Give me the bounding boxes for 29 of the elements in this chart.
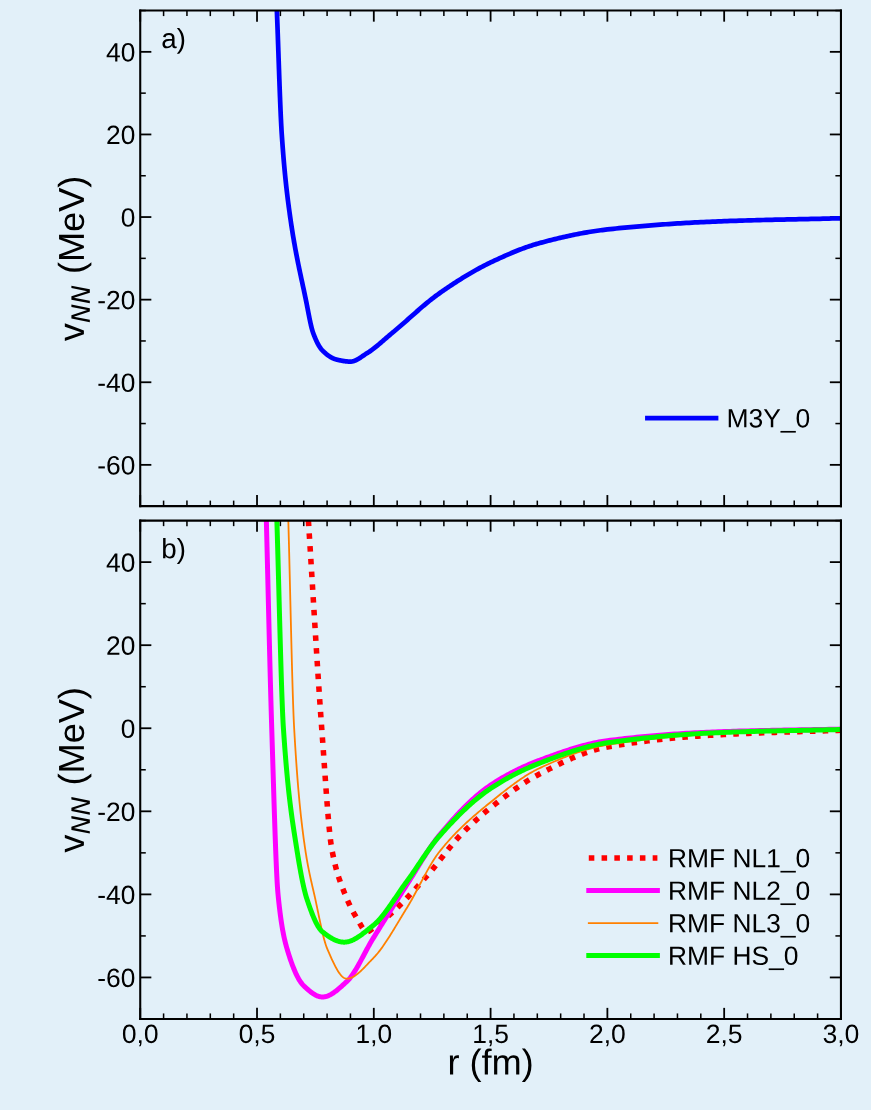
x-tick-label: 0,0 <box>122 1024 158 1047</box>
y-tick-label: -40 <box>98 373 135 393</box>
y-axis-title: v$_{NN}$ (MeV) <box>57 177 92 342</box>
y-tick-label: 20 <box>107 636 135 656</box>
y-tick-label: 40 <box>106 42 135 62</box>
y-axis-title: v$_{NN}$ (MeV) <box>57 689 92 853</box>
y-tick-label: -20 <box>98 290 135 310</box>
x-tick-label: 3,0 <box>823 1024 859 1047</box>
x-tick-label: 2,0 <box>590 1024 625 1047</box>
annotation: a) <box>162 27 185 54</box>
y-tick-label: -40 <box>98 885 135 905</box>
x-tick-label: 1,0 <box>357 1024 392 1047</box>
x-tick-label: 1,5 <box>474 1024 508 1047</box>
legend-label: RMF NL2_0 <box>670 881 810 906</box>
annotation: b) <box>163 538 185 564</box>
legend-label: RMF NL1_0 <box>670 848 810 873</box>
x-tick-label: 0,5 <box>239 1024 275 1047</box>
y-tick-label: 0 <box>121 208 135 227</box>
y-tick-label: -60 <box>98 455 135 475</box>
y-tick-label: -20 <box>98 802 135 822</box>
x-axis-title: r (fm) <box>449 1048 532 1083</box>
legend-label: M3Y_0 <box>728 408 810 433</box>
legend-label: RMF HS_0 <box>670 946 798 971</box>
y-tick-label: 0 <box>121 719 135 739</box>
y-tick-label: 40 <box>106 553 135 572</box>
y-tick-label: -60 <box>98 968 135 988</box>
x-tick-label: 2,5 <box>707 1024 742 1047</box>
y-tick-label: 20 <box>107 125 135 145</box>
legend-label: RMF NL3_0 <box>670 913 810 938</box>
